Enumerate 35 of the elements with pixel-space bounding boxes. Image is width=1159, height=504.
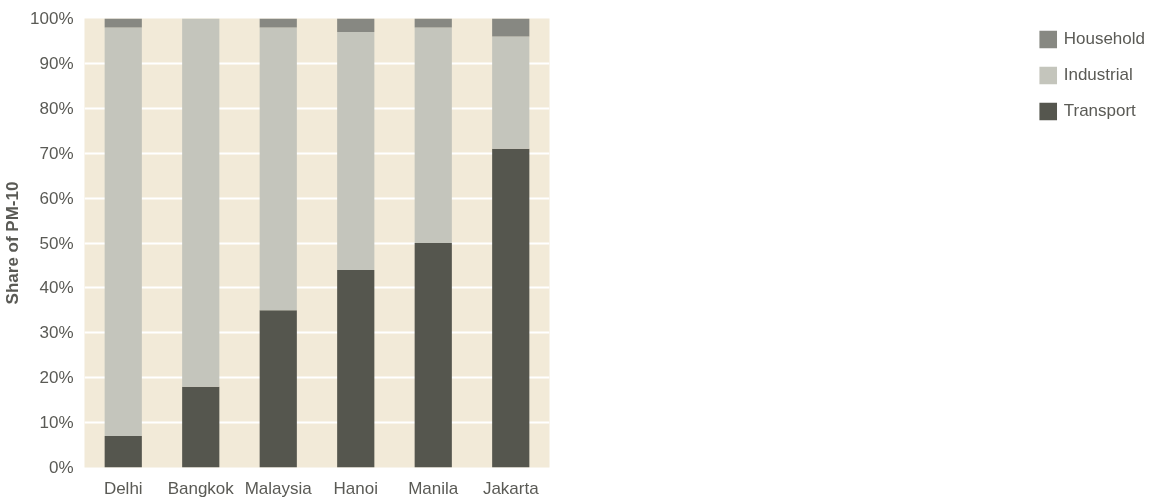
legend-label: Transport: [1063, 101, 1136, 121]
x-tick-label: Jakarta: [482, 478, 540, 498]
bar: [337, 269, 375, 468]
x-tick-label: Delhi: [103, 478, 143, 498]
bar: [259, 310, 297, 468]
legend-label: Industrial: [1063, 65, 1133, 85]
bar: [492, 148, 530, 468]
y-tick-label: 0%: [48, 458, 74, 477]
x-tick-label: Manila: [408, 478, 459, 498]
y-tick-label: 60%: [39, 188, 74, 208]
y-tick-label: 80%: [39, 98, 74, 118]
y-tick-label: 40%: [39, 278, 74, 298]
bar: [182, 386, 220, 468]
bar: [492, 36, 530, 149]
y-tick-label: 100%: [30, 9, 74, 28]
y-tick-label: 70%: [39, 143, 74, 163]
legend-label: Household: [1063, 29, 1145, 49]
bar: [259, 27, 297, 311]
x-tick-label: Malaysia: [244, 478, 313, 498]
bar: [492, 18, 530, 37]
y-tick-label: 50%: [39, 233, 74, 253]
bar: [182, 18, 220, 387]
bar: [104, 436, 142, 468]
y-tick-label: 20%: [39, 368, 74, 388]
x-tick-label: Hanoi: [333, 478, 378, 498]
y-tick-label: 90%: [39, 53, 74, 73]
bar: [414, 27, 452, 243]
x-tick-label: Bangkok: [167, 478, 235, 498]
y-axis-title: Share of PM-10: [3, 181, 23, 305]
bar: [337, 18, 375, 32]
bar: [337, 31, 375, 270]
y-tick-label: 30%: [39, 323, 74, 343]
bar: [414, 243, 452, 468]
bar: [104, 27, 142, 437]
y-tick-label: 10%: [39, 413, 74, 433]
